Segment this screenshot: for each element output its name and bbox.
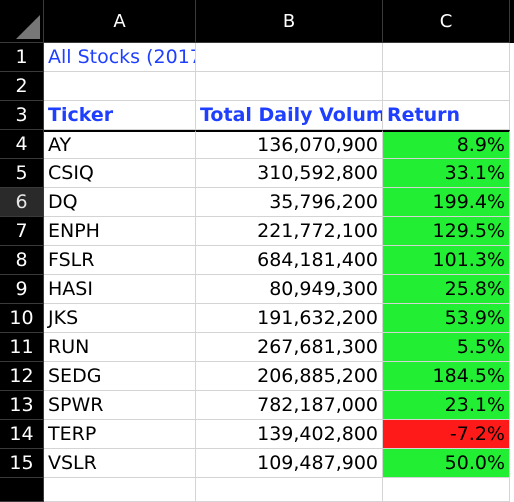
cell-b2[interactable] [196,72,383,101]
column-header-overflow [510,0,514,43]
ticker-cell[interactable]: TERP [44,420,196,449]
row-header[interactable]: 14 [0,420,44,449]
ticker-cell[interactable]: JKS [44,304,196,333]
row-filler [510,333,514,362]
return-cell[interactable]: 184.5% [383,362,510,391]
ticker-cell[interactable]: SEDG [44,362,196,391]
select-all-corner[interactable] [0,0,44,43]
row-filler [510,130,514,159]
volume-cell[interactable]: 35,796,200 [196,188,383,217]
volume-cell[interactable]: 139,402,800 [196,420,383,449]
cell-a16[interactable] [44,478,196,502]
row-header-selected[interactable]: 6 [0,188,44,217]
return-cell[interactable]: 5.5% [383,333,510,362]
return-cell-negative[interactable]: -7.2% [383,420,510,449]
select-all-icon [16,15,40,39]
return-cell[interactable]: 23.1% [383,391,510,420]
row-header[interactable]: 11 [0,333,44,362]
row-filler [510,478,514,502]
return-cell[interactable]: 129.5% [383,217,510,246]
ticker-cell[interactable]: SPWR [44,391,196,420]
row-header[interactable]: 13 [0,391,44,420]
return-cell[interactable]: 199.4% [383,188,510,217]
volume-cell[interactable]: 191,632,200 [196,304,383,333]
volume-cell[interactable]: 206,885,200 [196,362,383,391]
row-header[interactable]: 4 [0,130,44,159]
row-header[interactable]: 12 [0,362,44,391]
return-cell[interactable]: 101.3% [383,246,510,275]
row-filler [510,275,514,304]
row-filler [510,159,514,188]
column-header-a[interactable]: A [44,0,196,43]
ticker-header-cell[interactable]: Ticker [44,101,196,130]
return-cell[interactable]: 8.9% [383,130,510,159]
row-header[interactable]: 1 [0,43,44,72]
sheet-title-cell[interactable]: All Stocks (2017) [44,43,196,72]
ticker-cell[interactable]: HASI [44,275,196,304]
row-filler [510,43,514,72]
ticker-cell[interactable]: FSLR [44,246,196,275]
column-header-b[interactable]: B [196,0,383,43]
row-header-partial[interactable] [0,478,44,502]
ticker-cell[interactable]: AY [44,130,196,159]
ticker-cell[interactable]: ENPH [44,217,196,246]
return-cell[interactable]: 53.9% [383,304,510,333]
column-header-c[interactable]: C [383,0,510,43]
row-filler [510,246,514,275]
cell-c2[interactable] [383,72,510,101]
volume-cell[interactable]: 684,181,400 [196,246,383,275]
row-filler [510,72,514,101]
volume-header-cell[interactable]: Total Daily Volume [196,101,383,130]
cell-b16[interactable] [196,478,383,502]
cell-a2[interactable] [44,72,196,101]
row-header[interactable]: 10 [0,304,44,333]
row-header[interactable]: 3 [0,101,44,130]
row-filler [510,391,514,420]
row-header[interactable]: 2 [0,72,44,101]
row-filler [510,449,514,478]
cell-b1[interactable] [196,43,383,72]
volume-cell[interactable]: 221,772,100 [196,217,383,246]
row-filler [510,362,514,391]
row-filler [510,101,514,130]
cell-c16[interactable] [383,478,510,502]
volume-cell[interactable]: 136,070,900 [196,130,383,159]
ticker-cell[interactable]: RUN [44,333,196,362]
row-filler [510,188,514,217]
ticker-cell[interactable]: CSIQ [44,159,196,188]
return-cell[interactable]: 50.0% [383,449,510,478]
row-header[interactable]: 7 [0,217,44,246]
volume-cell[interactable]: 782,187,000 [196,391,383,420]
row-header[interactable]: 9 [0,275,44,304]
row-filler [510,420,514,449]
return-cell[interactable]: 33.1% [383,159,510,188]
ticker-cell[interactable]: VSLR [44,449,196,478]
volume-cell[interactable]: 80,949,300 [196,275,383,304]
volume-cell[interactable]: 109,487,900 [196,449,383,478]
row-header[interactable]: 8 [0,246,44,275]
row-filler [510,304,514,333]
return-cell[interactable]: 25.8% [383,275,510,304]
row-header[interactable]: 5 [0,159,44,188]
ticker-cell[interactable]: DQ [44,188,196,217]
row-header[interactable]: 15 [0,449,44,478]
cell-c1[interactable] [383,43,510,72]
volume-cell[interactable]: 310,592,800 [196,159,383,188]
return-header-cell[interactable]: Return [383,101,510,130]
row-filler [510,217,514,246]
volume-cell[interactable]: 267,681,300 [196,333,383,362]
